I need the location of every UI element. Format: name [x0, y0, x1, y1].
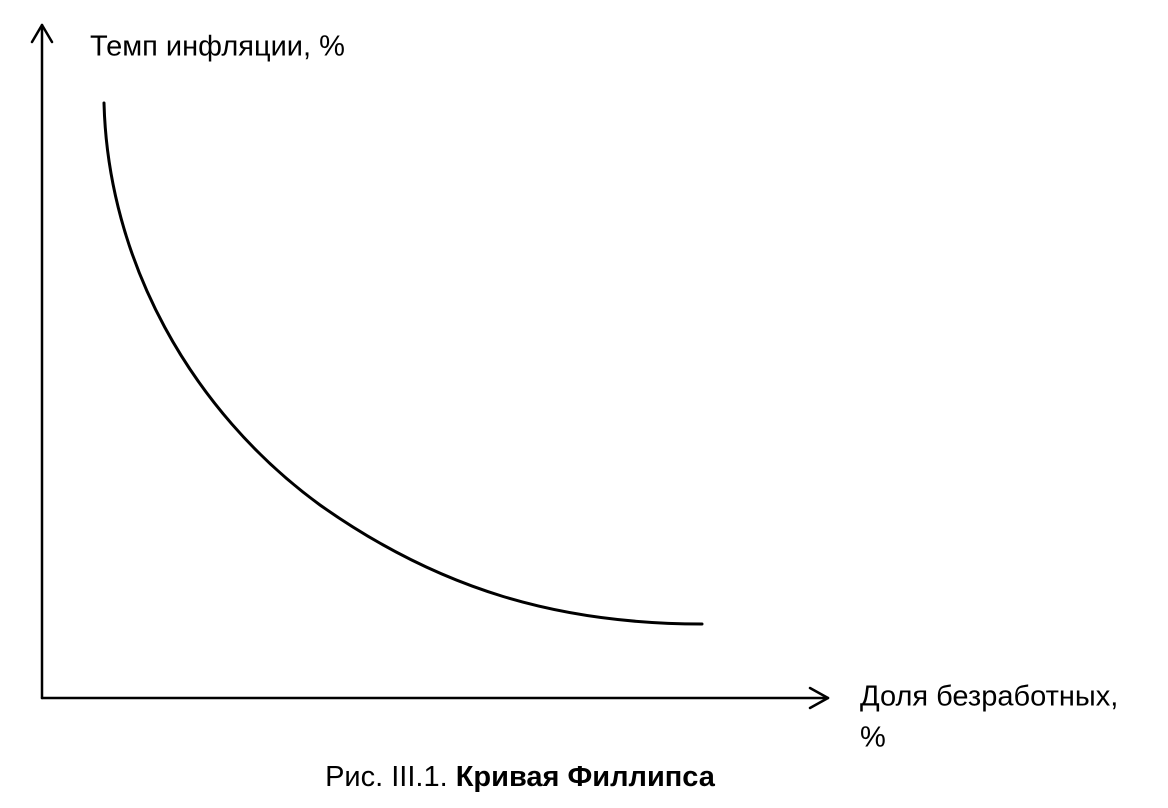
- x-axis-label: %: [860, 722, 886, 754]
- phillips-curve: [102, 101, 704, 626]
- y-axis-arrow: [30, 23, 54, 44]
- caption-title: Кривая Филлипса: [456, 761, 716, 793]
- y-axis-label: Темп инфляции, %: [90, 31, 345, 63]
- caption-number: Рис. III.1.: [325, 761, 448, 793]
- caption: Рис. III.1. Кривая Филлипса: [325, 761, 716, 793]
- x-axis-arrow: [808, 686, 830, 710]
- x-axis-label: Доля безработных,: [860, 681, 1118, 713]
